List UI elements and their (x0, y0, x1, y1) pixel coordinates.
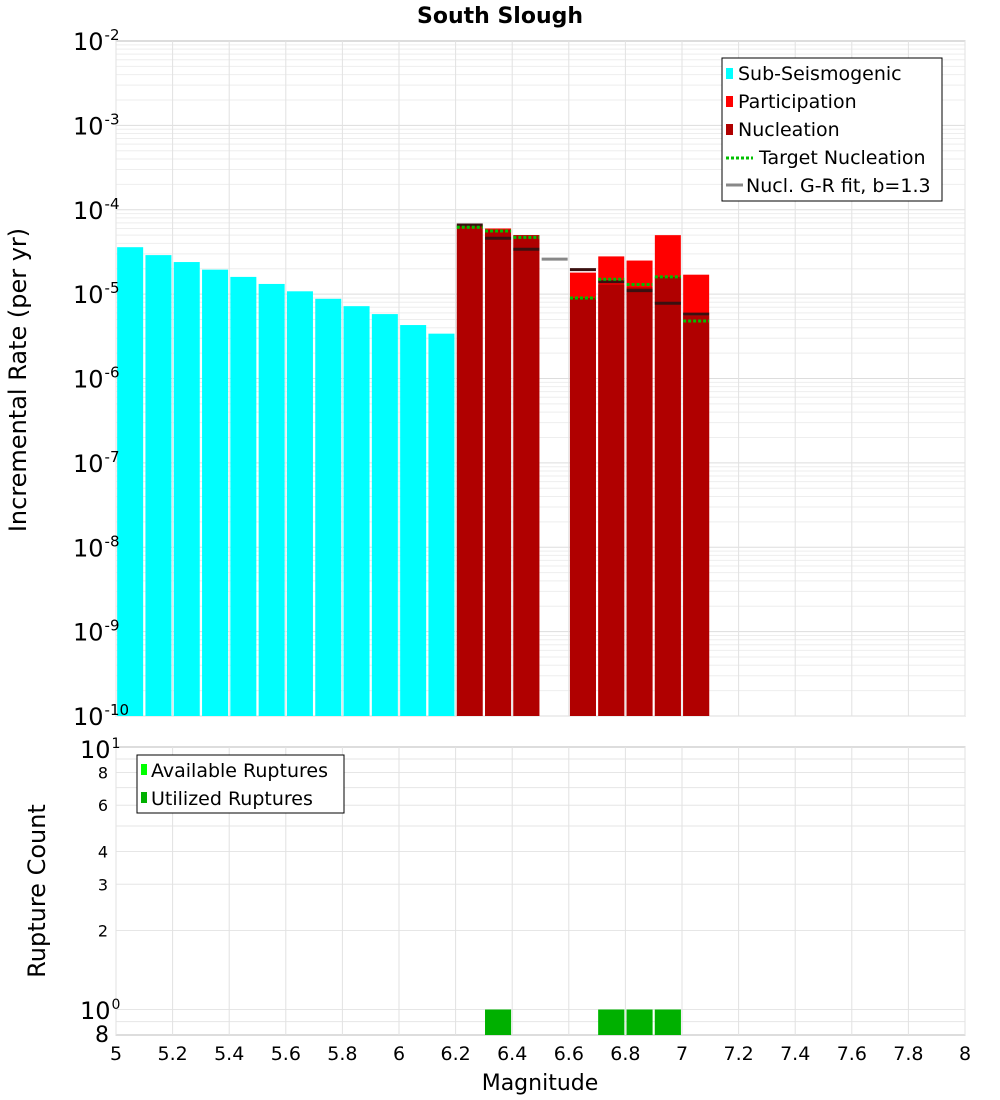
sub-seismogenic-bar (315, 298, 342, 716)
x-tick-label: 5.6 (271, 1043, 301, 1065)
x-tick-label: 5.4 (214, 1043, 244, 1065)
rates-y-tick-label: 10-7 (73, 448, 120, 478)
rates-bars (117, 223, 710, 717)
legend-label-utilized-ruptures: Utilized Ruptures (151, 788, 313, 810)
rates-legend: Sub-Seismogenic Participation Nucleation… (721, 57, 943, 202)
nucleation-bar (683, 316, 710, 716)
legend-label-gr-fit: Nucl. G-R fit, b=1.3 (746, 175, 931, 197)
chart-title: South Slough (417, 4, 583, 29)
counts-y-ticks: 101 100 8 8 6 4 3 2 (80, 736, 120, 1048)
rates-panel: 10-10 10-9 10-8 10-7 10-6 10-5 10-4 10-3 10-2 In… (4, 26, 966, 731)
legend-swatch-nucleation (726, 124, 733, 135)
counts-bars (485, 1009, 681, 1035)
utilized-ruptures-bar (598, 1009, 625, 1035)
utilized-ruptures-bar (485, 1009, 512, 1035)
x-tick-label: 7.4 (780, 1043, 810, 1065)
nucleation-bar (513, 235, 540, 716)
counts-panel: 101 100 8 8 6 4 3 2 5 5.2 5.4 5.6 5.8 6 6.2 6.4 6.6 6… (23, 736, 971, 1096)
x-tick-label: 6 (393, 1043, 405, 1065)
legend-swatch-available-ruptures (141, 764, 147, 775)
sub-seismogenic-bar (343, 306, 370, 716)
x-tick-label: 5 (110, 1043, 122, 1065)
counts-y-axis-label: Rupture Count (23, 804, 51, 978)
counts-y-tick-bottom: 8 (95, 1023, 109, 1048)
x-axis-label: Magnitude (482, 1071, 599, 1096)
nucleation-bar (626, 287, 653, 716)
sub-seismogenic-bar (428, 333, 455, 716)
counts-y-tick-label: 3 (98, 875, 108, 894)
nucleation-bar (654, 276, 681, 716)
legend-label-available-ruptures: Available Ruptures (151, 760, 328, 782)
rates-y-tick-label: 10-8 (73, 532, 120, 562)
counts-y-tick-label: 6 (98, 796, 108, 815)
x-tick-label: 6.4 (497, 1043, 527, 1065)
rates-y-tick-label: 10-9 (73, 617, 120, 647)
legend-label-target-nucleation: Target Nucleation (758, 147, 926, 169)
legend-swatch-participation (726, 96, 733, 107)
legend-swatch-utilized-ruptures (141, 792, 147, 803)
nucleation-bar (569, 297, 596, 716)
rates-y-tick-label: 10-2 (73, 26, 120, 56)
sub-seismogenic-bar (202, 269, 229, 716)
counts-y-tick-one: 100 (80, 997, 120, 1025)
counts-y-tick-label: 2 (98, 922, 108, 941)
x-tick-label: 7.2 (723, 1043, 753, 1065)
sub-seismogenic-bar (117, 247, 144, 716)
rates-y-tick-label: 10-6 (73, 364, 120, 394)
x-tick-label: 5.8 (327, 1043, 357, 1065)
x-tick-label: 5.2 (157, 1043, 187, 1065)
legend-swatch-sub-seismogenic (726, 68, 733, 79)
x-tick-label: 6.2 (440, 1043, 470, 1065)
rates-y-axis-label: Incremental Rate (per yr) (4, 228, 32, 532)
x-tick-label: 6.8 (610, 1043, 640, 1065)
sub-seismogenic-bar (371, 314, 398, 716)
legend-label-nucleation: Nucleation (738, 119, 840, 141)
rates-y-tick-label: 10-5 (73, 279, 120, 309)
counts-legend: Available Ruptures Utilized Ruptures (136, 754, 345, 814)
counts-y-tick-top: 101 (80, 736, 120, 764)
rates-y-ticks: 10-10 10-9 10-8 10-7 10-6 10-5 10-4 10-3 10-2 (73, 26, 129, 731)
nucleation-bar (485, 229, 512, 717)
sub-seismogenic-bar (400, 325, 427, 716)
counts-legend-box (136, 754, 345, 814)
rates-y-tick-label: 10-10 (73, 701, 129, 731)
x-tick-label: 6.6 (554, 1043, 584, 1065)
legend-label-participation: Participation (738, 91, 857, 113)
sub-seismogenic-bar (258, 283, 285, 716)
nucleation-bar (598, 284, 625, 716)
counts-x-ticks: 5 5.2 5.4 5.6 5.8 6 6.2 6.4 6.6 6.8 7 7.2 7.4 7.6 7.8 8 (110, 1043, 971, 1065)
rates-legend-box (721, 57, 943, 202)
legend-label-sub-seismogenic: Sub-Seismogenic (738, 63, 902, 85)
sub-seismogenic-bar (145, 255, 172, 716)
x-tick-label: 7.6 (837, 1043, 867, 1065)
counts-y-tick-label: 4 (98, 842, 108, 861)
nucleation-bar (456, 225, 483, 716)
utilized-ruptures-bar (654, 1009, 681, 1035)
counts-y-tick-label: 8 (98, 763, 108, 782)
rates-y-tick-label: 10-3 (73, 110, 120, 140)
x-tick-label: 8 (959, 1043, 971, 1065)
utilized-ruptures-bar (626, 1009, 653, 1035)
sub-seismogenic-bar (286, 291, 313, 716)
sub-seismogenic-bar (230, 276, 257, 716)
rates-y-tick-label: 10-4 (73, 195, 120, 225)
x-tick-label: 7 (676, 1043, 688, 1065)
x-tick-label: 7.8 (893, 1043, 923, 1065)
sub-seismogenic-bar (173, 262, 200, 716)
